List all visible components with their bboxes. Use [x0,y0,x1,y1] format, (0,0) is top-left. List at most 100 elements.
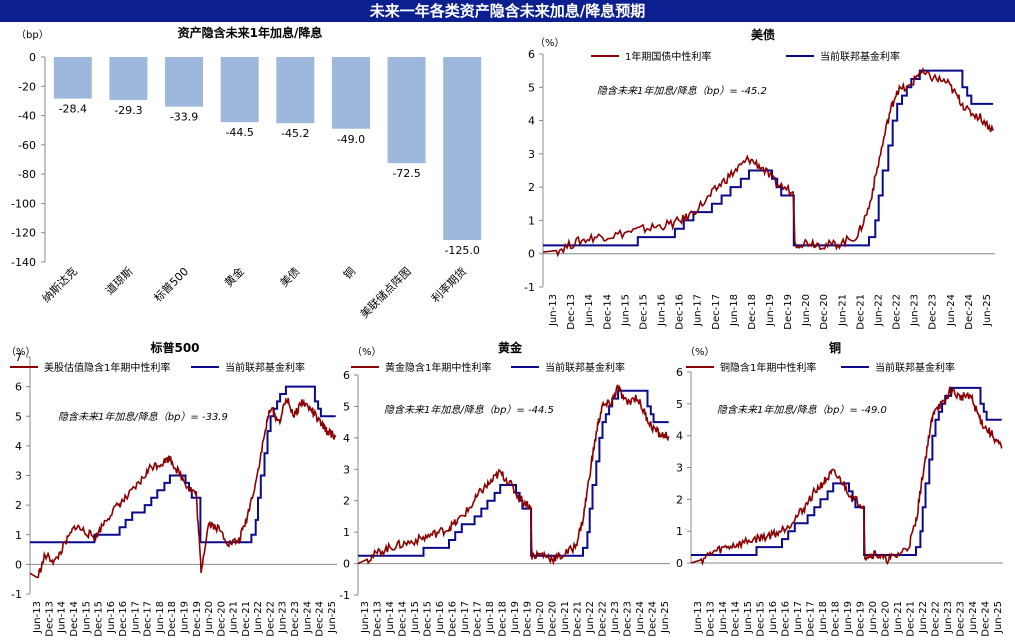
x-tick-label: Jun-25 [982,294,993,327]
x-tick-label: Jun-18 [155,601,166,634]
x-tick-label: Dec-22 [597,601,608,637]
legend-label-fed: 当前联邦基金利率 [875,361,955,374]
x-tick-label: Jun-13 [360,601,371,634]
y-tick-label: -80 [18,168,36,181]
x-tick-label: Jun-19 [510,601,521,634]
bar-value-label: -72.5 [392,167,420,180]
bar [276,57,315,124]
x-tick-label: Dec-16 [781,601,792,637]
bar-value-label: -45.2 [281,127,309,140]
legend-label-fed: 当前联邦基金利率 [545,361,625,374]
fed-rate-line [543,69,994,247]
x-tick-label: Dec-18 [167,601,178,637]
x-tick-label: Jun-20 [868,601,879,634]
x-tick-label: Dec-24 [647,601,658,637]
x-tick-label: Jun-22 [585,601,596,634]
chart-title: 标普500 [149,340,199,355]
bar-value-label: -28.4 [59,103,87,116]
y-tick-label: 0 [343,558,350,571]
x-tick-label: Dec-15 [756,601,767,637]
category-label: 美联储点阵图 [357,264,414,321]
y-tick-label: 2 [676,493,683,506]
bar [443,57,482,241]
x-tick-label: Dec-15 [638,294,649,330]
x-tick-label: Jun-13 [32,601,43,634]
y-tick-label: 4 [343,432,350,445]
y-tick-label: 5 [676,398,683,411]
x-tick-label: Dec-18 [831,601,842,637]
legend-label-implied: 铜隐含1年期中性利率 [720,361,816,374]
x-tick-label: Jun-20 [535,601,546,634]
x-tick-label: Jun-25 [660,601,671,634]
y-tick-label: -40 [18,110,36,123]
annotation-text: 隐含未来1年加息/降息（bp）= -49.0 [717,404,887,416]
legend-label-fed: 当前联邦基金利率 [225,361,305,374]
y-unit-label: （%） [535,37,565,49]
y-tick-label: 3 [343,463,350,476]
annotation-text: 隐含未来1年加息/降息（bp）= -44.5 [384,404,554,416]
x-tick-label: Dec-13 [706,601,717,637]
x-tick-label: Jun-21 [837,294,848,327]
x-tick-label: Dec-19 [783,294,794,330]
x-tick-label: Dec-13 [44,601,55,637]
y-tick-label: -100 [11,197,36,210]
y-tick-label: 1 [343,526,350,539]
y-tick-label: 3 [528,148,535,161]
y-tick-label: 5 [528,81,535,94]
y-tick-label: 6 [676,366,683,379]
y-tick-label: 3 [15,470,22,483]
x-tick-label: Dec-23 [955,601,966,637]
x-tick-label: Jun-17 [693,294,704,327]
x-tick-label: Jun-23 [278,601,289,634]
bar [387,57,426,164]
x-tick-label: Jun-21 [229,601,240,634]
x-tick-label: Jun-24 [968,601,979,634]
y-tick-label: 6 [15,381,22,394]
fed-rate-line [691,386,1002,556]
category-label: 纳斯达克 [40,265,80,305]
bar [109,57,148,100]
y-unit-label: （%） [685,346,715,358]
x-tick-label: Dec-15 [94,601,105,637]
x-tick-label: Dec-17 [143,601,154,637]
x-tick-label: Dec-16 [448,601,459,637]
category-label: 美债 [277,264,302,289]
x-tick-label: Dec-17 [806,601,817,637]
y-tick-label: 7 [15,351,22,364]
x-tick-label: Jun-21 [893,601,904,634]
y-tick-label: -120 [11,227,36,240]
x-tick-label: Dec-14 [69,601,80,637]
bar-value-label: -29.3 [114,104,142,117]
x-tick-label: Jun-14 [584,294,595,327]
chart-title: 铜 [829,340,841,355]
x-tick-label: Dec-23 [928,294,939,330]
annotation-text: 隐含未来1年加息/降息（bp）= -33.9 [58,411,228,423]
y-tick-label: 2 [15,499,22,512]
x-tick-label: Dec-16 [675,294,686,330]
category-label: 黄金 [221,264,246,289]
x-tick-label: Dec-24 [964,294,975,330]
x-tick-label: Jun-15 [620,294,631,327]
x-tick-label: Jun-17 [130,601,141,634]
bar-value-label: -49.0 [337,133,365,146]
x-tick-label: Jun-15 [743,601,754,634]
x-tick-label: Jun-25 [327,601,338,634]
x-tick-label: Jun-18 [485,601,496,634]
x-tick-label: Jun-17 [793,601,804,634]
x-tick-label: Dec-20 [547,601,558,637]
x-tick-label: Jun-13 [548,294,559,327]
x-tick-label: Jun-17 [460,601,471,634]
x-tick-label: Jun-24 [946,294,957,327]
chart-title: 资产隐含未来1年加息/降息 [178,25,323,40]
x-tick-label: Dec-23 [622,601,633,637]
y-tick-label: 5 [343,400,350,413]
x-tick-label: Jun-16 [657,294,668,327]
page-title: 未来一年各类资产隐含未来加息/降息预期 [0,0,1015,22]
y-tick-label: 1 [676,525,683,538]
x-tick-label: Dec-20 [216,601,227,637]
implied-rate-line [542,66,994,258]
x-tick-label: Dec-21 [241,601,252,637]
x-tick-label: Dec-21 [855,294,866,330]
x-tick-label: Dec-15 [423,601,434,637]
